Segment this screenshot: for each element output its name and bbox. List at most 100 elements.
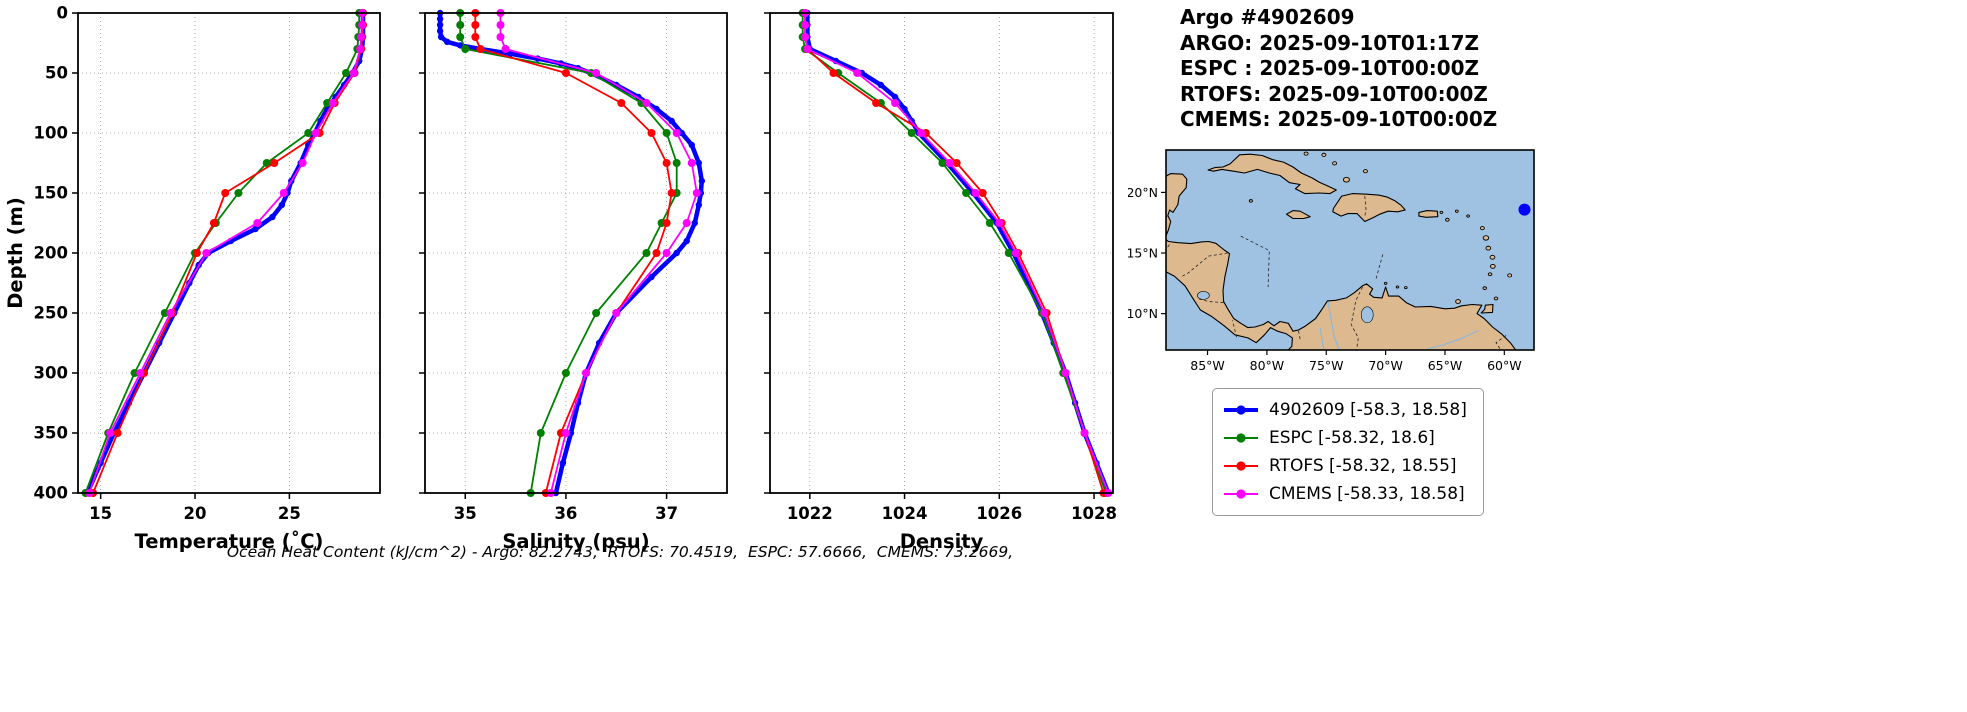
map-island bbox=[1454, 209, 1459, 213]
salinity-series-espc bbox=[456, 9, 681, 497]
map-lat-tick-label: 10°N bbox=[1128, 306, 1158, 321]
map-mainland bbox=[1166, 173, 1517, 350]
map-lon-tick-label: 80°W bbox=[1250, 358, 1285, 373]
legend-marker bbox=[1224, 433, 1258, 443]
map-border bbox=[1240, 235, 1270, 288]
map-svg: 85°W 80°W 75°W 70°W 65°W 60°W 20°N 15°N 10°N bbox=[1126, 149, 1535, 373]
map-island bbox=[1466, 214, 1470, 218]
map-lon-tick-label: 65°W bbox=[1428, 358, 1463, 373]
depth-axis-label: Depth (m) bbox=[4, 197, 27, 309]
profiles-svg: 15 20 25050100150200250300350400Temperatur… bbox=[4, 4, 1117, 554]
map-container: 85°W 80°W 75°W 70°W 65°W 60°W 20°N 15°N 10°N bbox=[1126, 146, 1558, 385]
map-island bbox=[1493, 296, 1499, 301]
map-island bbox=[1303, 151, 1309, 156]
map-jamaica bbox=[1285, 210, 1311, 220]
map-river bbox=[1319, 328, 1325, 350]
header-line: RTOFS: 2025-09-10T00:00Z bbox=[1180, 81, 1488, 106]
density-grid bbox=[770, 12, 1113, 494]
header-info: Argo #4902609 ARGO: 2025-09-10T01:17Z ESP… bbox=[1180, 5, 1497, 133]
map-island bbox=[1482, 286, 1487, 291]
map-land-layer bbox=[1158, 151, 1531, 350]
depth-tick-label: 150 bbox=[34, 184, 68, 203]
map-island bbox=[1482, 235, 1490, 241]
temperature-x-tick-label: 15 bbox=[89, 504, 112, 523]
temperature-chart: 15 20 25050100150200250300350400Temperatur… bbox=[4, 4, 381, 553]
header-line: ESPC : 2025-09-10T00:00Z bbox=[1180, 56, 1480, 80]
map-island bbox=[1332, 161, 1338, 166]
map-river bbox=[1427, 330, 1479, 350]
temperature-x-tick-label: 20 bbox=[184, 504, 207, 523]
map-puerto-rico bbox=[1418, 210, 1439, 218]
map-island bbox=[1455, 299, 1461, 304]
ocean-heat-content-note: Ocean Heat Content (kJ/cm^2) - Argo: 82.… bbox=[226, 543, 1014, 561]
map-hispaniola bbox=[1332, 193, 1406, 223]
map-river bbox=[1327, 301, 1340, 350]
temperature-x-axis-label: Temperature (˚C) bbox=[135, 530, 324, 553]
salinity-x-tick-label: 37 bbox=[655, 504, 678, 523]
map-border bbox=[1298, 329, 1301, 340]
map-frame bbox=[1165, 149, 1535, 351]
density-x-tick-label: 1026 bbox=[976, 504, 1022, 523]
density-x-tick-label: 1024 bbox=[882, 504, 928, 523]
map-lon-tick-label: 60°W bbox=[1487, 358, 1522, 373]
density-x-axis-label: Density bbox=[900, 530, 984, 553]
map-cuba bbox=[1207, 153, 1337, 195]
map-lat-tick-label: 20°N bbox=[1128, 185, 1158, 200]
legend-item-rtofs: RTOFS [-58.32, 18.55] bbox=[1222, 452, 1467, 480]
legend-item-4902609: 4902609 [-58.3, 18.58] bbox=[1222, 396, 1467, 424]
legend-marker bbox=[1224, 489, 1258, 499]
map-border bbox=[1180, 252, 1228, 278]
map-island bbox=[1404, 286, 1408, 290]
header-lines: ARGO: 2025-09-10T01:17Z ESPC : 2025-09-10… bbox=[1180, 31, 1497, 133]
temperature-x-tick-label: 25 bbox=[278, 504, 301, 523]
map-island bbox=[1342, 176, 1350, 183]
map-lake bbox=[1360, 306, 1374, 324]
map-lon-tick-label: 85°W bbox=[1190, 358, 1225, 373]
map-island bbox=[1489, 263, 1496, 269]
map-border bbox=[1350, 286, 1363, 350]
map-border bbox=[1364, 196, 1367, 217]
depth-tick-label: 50 bbox=[45, 64, 68, 83]
legend-label: 4902609 [-58.3, 18.58] bbox=[1269, 400, 1467, 420]
float-title: Argo #4902609 bbox=[1180, 5, 1355, 29]
map-island bbox=[1479, 226, 1485, 231]
legend-item-cmems: CMEMS [-58.33, 18.58] bbox=[1222, 480, 1467, 508]
salinity-series-cmems bbox=[496, 9, 701, 497]
map-island bbox=[1248, 199, 1253, 203]
density-plot-frame bbox=[769, 12, 1114, 494]
salinity-chart: 35 36 37 Salinity (psu) bbox=[419, 9, 728, 553]
map-trinidad bbox=[1480, 303, 1494, 314]
map-island bbox=[1489, 254, 1496, 260]
density-x-tick-label: 1022 bbox=[787, 504, 833, 523]
float-position-marker bbox=[1518, 203, 1531, 216]
depth-tick-label: 100 bbox=[34, 124, 68, 143]
header-line: ARGO: 2025-09-10T01:17Z bbox=[1180, 30, 1479, 55]
depth-tick-label: 250 bbox=[34, 304, 68, 323]
map-island bbox=[1439, 210, 1444, 214]
map-island bbox=[1383, 281, 1388, 285]
map-border bbox=[1158, 241, 1165, 242]
map-border bbox=[1495, 335, 1507, 350]
map-lon-tick-label: 70°W bbox=[1368, 358, 1403, 373]
map-lat-tick-label: 15°N bbox=[1128, 246, 1158, 261]
legend-marker bbox=[1224, 461, 1258, 471]
header-line: CMEMS: 2025-09-10T00:00Z bbox=[1180, 107, 1498, 131]
map-island bbox=[1362, 169, 1368, 174]
legend-label: RTOFS [-58.32, 18.55] bbox=[1269, 456, 1457, 476]
depth-tick-label: 300 bbox=[34, 364, 68, 383]
legend-marker bbox=[1224, 405, 1258, 415]
map-island bbox=[1487, 272, 1493, 277]
legend: 4902609 [-58.3, 18.58] ESPC [-58.32, 18.6… bbox=[1212, 388, 1484, 516]
density-x-tick-label: 1028 bbox=[1071, 504, 1117, 523]
map-border bbox=[1375, 252, 1384, 279]
map-lake bbox=[1197, 291, 1210, 300]
depth-tick-label: 350 bbox=[34, 424, 68, 443]
depth-tick-label: 400 bbox=[34, 484, 68, 503]
legend-label: CMEMS [-58.33, 18.58] bbox=[1269, 484, 1465, 504]
map-border bbox=[1166, 216, 1169, 218]
map-island bbox=[1485, 245, 1492, 251]
map-border bbox=[1232, 320, 1237, 338]
salinity-x-tick-label: 35 bbox=[454, 504, 477, 523]
map-island bbox=[1395, 285, 1400, 289]
map-island bbox=[1445, 217, 1450, 222]
